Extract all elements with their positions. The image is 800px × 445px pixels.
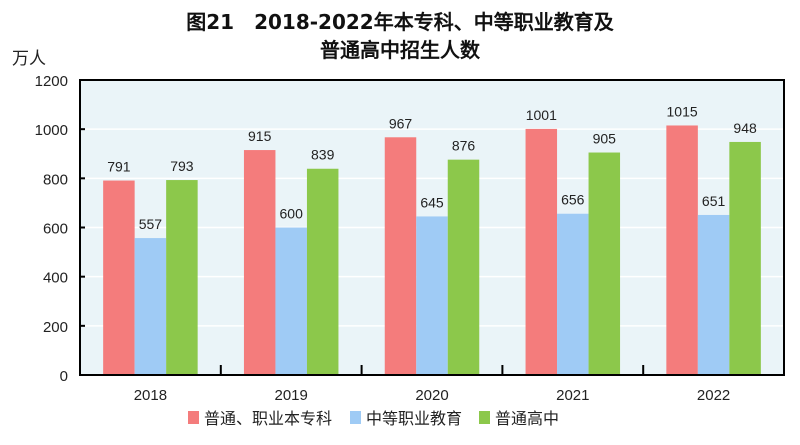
legend-label-1: 中等职业教育 [366,410,462,428]
plot-frame [79,79,785,376]
legend-label-2: 普通高中 [495,410,559,428]
data-label: 791 [107,159,131,175]
y-tick-label: 1000 [35,122,68,139]
legend-swatch-2 [479,411,490,424]
bar-2019-1 [275,227,307,375]
x-tick-label: 2019 [275,387,308,404]
bar-2020-1 [416,216,448,375]
data-label: 1015 [667,103,698,119]
bar-2019-0 [243,150,276,375]
y-tick-label: 0 [60,368,68,385]
bar-2020-0 [384,137,417,375]
data-label: 793 [170,158,194,174]
data-label: 557 [139,216,163,232]
y-tick-label: 400 [43,270,68,287]
x-tick-label: 2020 [415,387,448,404]
bar-2022-2 [729,141,761,375]
data-label: 1001 [526,107,557,123]
x-tick-label: 2022 [697,387,730,404]
y-tick-label: 200 [43,319,68,336]
bar-2021-0 [525,128,558,375]
bar-2021-2 [588,152,621,375]
data-label: 915 [248,128,272,144]
data-label: 656 [561,192,585,208]
legend-swatch-0 [188,411,199,424]
legend-swatch-1 [350,411,361,424]
y-tick-label: 1200 [35,73,68,90]
data-label: 600 [280,206,304,222]
bar-2021-1 [557,213,589,375]
data-label: 948 [733,120,757,136]
x-tick-label: 2018 [134,387,167,404]
legend-label-0: 普通、职业本专科 [204,410,332,428]
data-label: 651 [702,193,726,209]
data-label: 839 [311,147,335,163]
bar-2022-1 [697,214,730,375]
data-label: 905 [593,131,617,147]
bar-2018-1 [134,238,167,375]
bar-2022-0 [666,125,698,376]
data-label: 876 [452,138,476,154]
y-axis-label: 万人 [12,49,46,68]
bar-2018-2 [166,180,198,375]
bar-2020-2 [447,159,480,375]
chart-title: 图21 2018-2022年本专科、中等职业教育及 [186,10,614,34]
x-tick-label: 2021 [556,387,589,404]
y-tick-label: 600 [43,221,68,238]
y-tick-label: 800 [43,171,68,188]
bar-2018-0 [103,180,135,375]
data-label: 967 [389,115,413,131]
data-label: 645 [420,194,444,210]
bar-2019-2 [306,168,339,375]
chart-title-line2: 普通高中招生人数 [320,38,480,62]
